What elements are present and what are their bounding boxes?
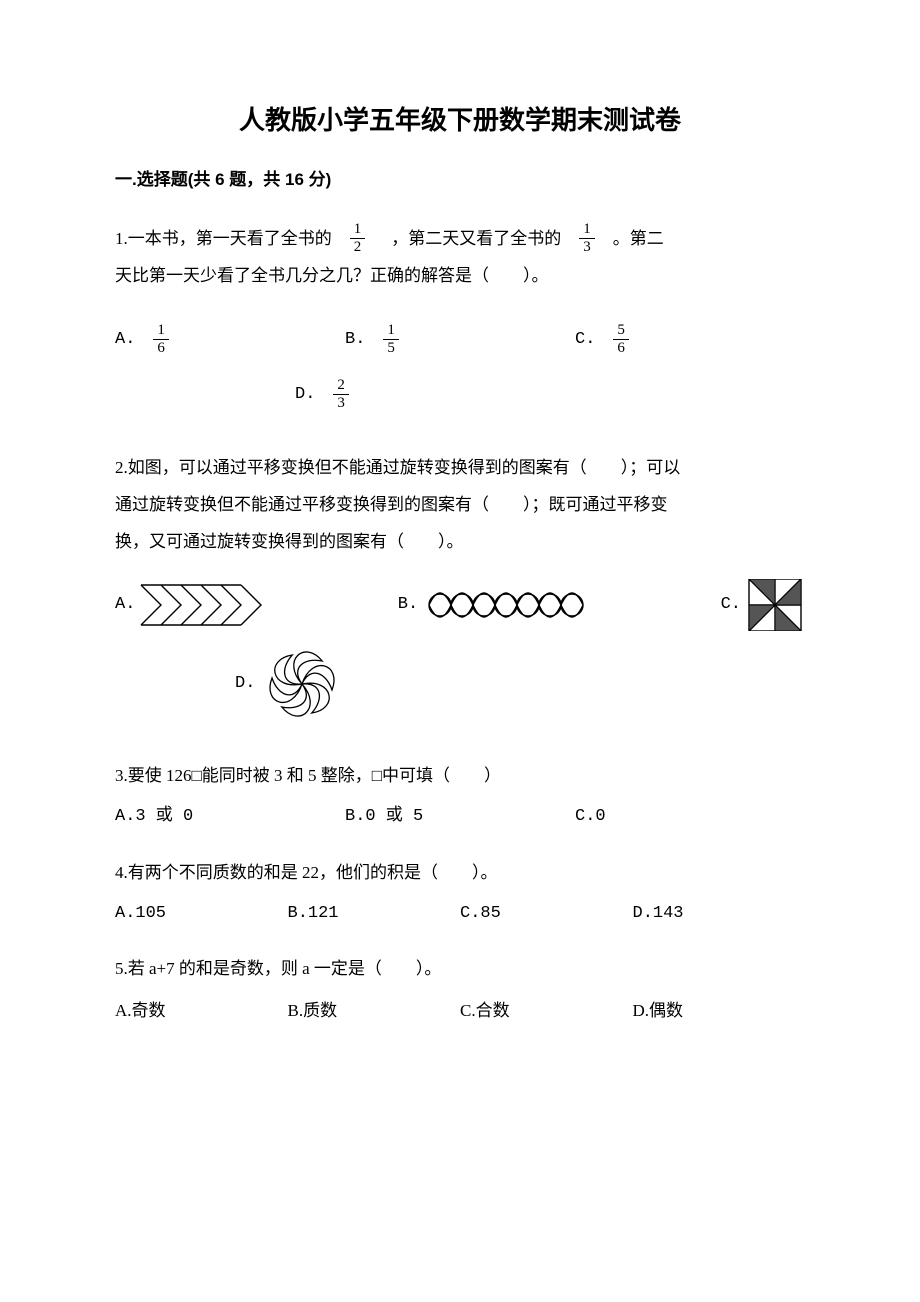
q1-text-c: 。第二 [613,220,664,257]
q4-text: 4.有两个不同质数的和是 22，他们的积是（ ）。 [115,854,805,891]
q5-option-d: D.偶数 [633,992,806,1029]
q1-options-abc: A. 1 6 B. 1 5 C. 5 6 [115,321,805,358]
q2-option-a: A. [115,583,269,627]
q1-text-b: ，第二天又看了全书的 [391,220,561,257]
q2-options-abc: A. B. [115,579,805,631]
q3-text: 3.要使 126□能同时被 3 和 5 整除，□中可填（ ） [115,757,805,794]
q1-option-c: C. 5 6 [575,321,805,358]
q1-optC-frac: 5 6 [613,323,629,356]
chevrons-icon [139,583,269,627]
q1-optD-frac: 2 3 [333,378,349,411]
q2-line1: 2.如图，可以通过平移变换但不能通过旋转变换得到的图案有（ ）；可以 [115,449,805,486]
q4-option-b: B.121 [288,895,461,932]
loops-icon [422,583,592,627]
q4-option-d: D.143 [633,895,806,932]
question-2: 2.如图，可以通过平移变换但不能通过旋转变换得到的图案有（ ）；可以 通过旋转变… [115,449,805,727]
q1-frac2: 1 3 [579,222,595,255]
q5-options: A.奇数 B.质数 C.合数 D.偶数 [115,992,805,1029]
q5-option-c: C.合数 [460,992,633,1029]
q2-option-c: C. [721,579,805,631]
section-header: 一.选择题(共 6 题，共 16 分) [115,165,805,190]
q3-option-c: C.0 [575,798,805,835]
q3-options: A.3 或 0 B.0 或 5 C.0 [115,798,805,835]
q4-options: A.105 B.121 C.85 D.143 [115,895,805,932]
q3-option-a: A.3 或 0 [115,798,345,835]
q1-option-a: A. 1 6 [115,321,345,358]
q4-option-a: A.105 [115,895,288,932]
question-5: 5.若 a+7 的和是奇数，则 a 一定是（ ）。 A.奇数 B.质数 C.合数… [115,950,805,1029]
q1-option-d: D. 2 3 [295,376,805,413]
q1-frac1: 1 2 [350,222,366,255]
question-3: 3.要使 126□能同时被 3 和 5 整除，□中可填（ ） A.3 或 0 B… [115,757,805,836]
q1-line2: 天比第一天少看了全书几分之几？正确的解答是（ ）。 [115,257,805,294]
page-title: 人教版小学五年级下册数学期末测试卷 [115,100,805,137]
pinwheel-icon [745,579,805,631]
q2-option-b: B. [398,583,592,627]
q2-option-d: D. [235,641,805,727]
q5-option-b: B.质数 [288,992,461,1029]
q2-line3: 换，又可通过旋转变换得到的图案有（ ）。 [115,523,805,560]
q3-option-b: B.0 或 5 [345,798,575,835]
q1-optA-frac: 1 6 [153,323,169,356]
q1-line1: 1.一本书，第一天看了全书的 1 2 ，第二天又看了全书的 1 3 。第二 [115,220,805,257]
exam-page: 人教版小学五年级下册数学期末测试卷 一.选择题(共 6 题，共 16 分) 1.… [0,0,920,1107]
swirl-flower-icon [259,641,345,727]
q1-text-a: 1.一本书，第一天看了全书的 [115,220,332,257]
q5-text: 5.若 a+7 的和是奇数，则 a 一定是（ ）。 [115,950,805,987]
q1-option-b: B. 1 5 [345,321,575,358]
q1-optB-frac: 1 5 [383,323,399,356]
q4-option-c: C.85 [460,895,633,932]
question-1: 1.一本书，第一天看了全书的 1 2 ，第二天又看了全书的 1 3 。第二 天比… [115,220,805,414]
q5-option-a: A.奇数 [115,992,288,1029]
question-4: 4.有两个不同质数的和是 22，他们的积是（ ）。 A.105 B.121 C.… [115,854,805,933]
q2-line2: 通过旋转变换但不能通过平移变换得到的图案有（ ）；既可通过平移变 [115,486,805,523]
